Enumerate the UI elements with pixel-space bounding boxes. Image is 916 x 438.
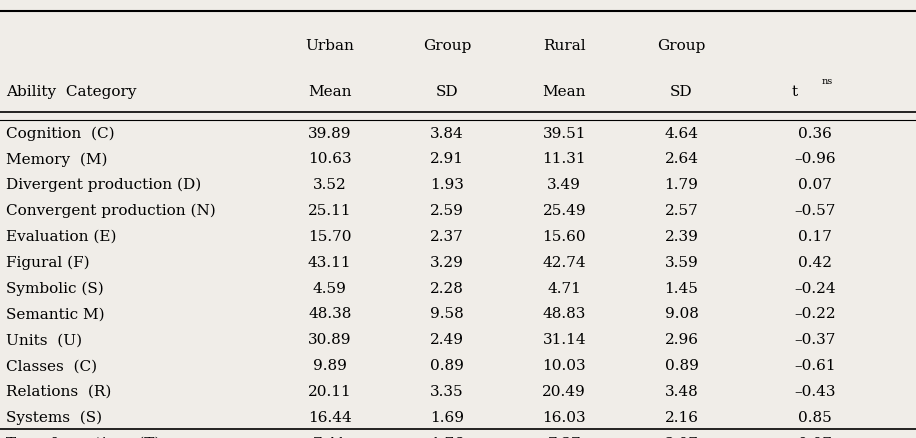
Text: 1.79: 1.79 [665,178,698,192]
Text: 3.49: 3.49 [548,178,581,192]
Text: 9.89: 9.89 [313,359,346,373]
Text: –0.96: –0.96 [794,152,836,166]
Text: Units  (U): Units (U) [6,333,82,347]
Text: Mean: Mean [542,85,586,99]
Text: 7.41: 7.41 [313,437,346,438]
Text: 3.52: 3.52 [313,178,346,192]
Text: 0.17: 0.17 [799,230,832,244]
Text: 3.84: 3.84 [431,127,463,141]
Text: –0.22: –0.22 [794,307,836,321]
Text: Transformations (T): Transformations (T) [6,437,161,438]
Text: 9.58: 9.58 [431,307,463,321]
Text: 3.59: 3.59 [665,256,698,270]
Text: 2.39: 2.39 [665,230,698,244]
Text: 11.31: 11.31 [542,152,586,166]
Text: 0.89: 0.89 [665,359,698,373]
Text: 0.07: 0.07 [799,437,832,438]
Text: 2.91: 2.91 [430,152,464,166]
Text: Memory  (M): Memory (M) [6,152,108,166]
Text: –0.37: –0.37 [794,333,836,347]
Text: 10.03: 10.03 [542,359,586,373]
Text: 48.83: 48.83 [542,307,586,321]
Text: –0.57: –0.57 [794,204,836,218]
Text: Group: Group [423,39,471,53]
Text: 2.16: 2.16 [664,411,699,425]
Text: SD: SD [671,85,692,99]
Text: 31.14: 31.14 [542,333,586,347]
Text: 39.51: 39.51 [542,127,586,141]
Text: 1.93: 1.93 [431,178,463,192]
Text: –0.43: –0.43 [794,385,836,399]
Text: 4.64: 4.64 [664,127,699,141]
Text: 9.08: 9.08 [665,307,698,321]
Text: 0.36: 0.36 [799,127,832,141]
Text: t: t [792,85,798,99]
Text: 43.11: 43.11 [308,256,352,270]
Text: 10.63: 10.63 [308,152,352,166]
Text: 3.48: 3.48 [665,385,698,399]
Text: 16.03: 16.03 [542,411,586,425]
Text: 42.74: 42.74 [542,256,586,270]
Text: 25.49: 25.49 [542,204,586,218]
Text: Rural: Rural [543,39,585,53]
Text: 2.59: 2.59 [431,204,463,218]
Text: 3.29: 3.29 [431,256,463,270]
Text: 2.57: 2.57 [665,204,698,218]
Text: 2.37: 2.37 [431,230,463,244]
Text: 7.37: 7.37 [548,437,581,438]
Text: Symbolic (S): Symbolic (S) [6,282,104,296]
Text: 20.49: 20.49 [542,385,586,399]
Text: –0.24: –0.24 [794,282,836,296]
Text: 25.11: 25.11 [308,204,352,218]
Text: 30.89: 30.89 [308,333,352,347]
Text: Classes  (C): Classes (C) [6,359,97,373]
Text: 15.70: 15.70 [308,230,352,244]
Text: 1.45: 1.45 [665,282,698,296]
Text: 39.89: 39.89 [308,127,352,141]
Text: Cognition  (C): Cognition (C) [6,127,115,141]
Text: ns: ns [822,77,833,85]
Text: 48.38: 48.38 [308,307,352,321]
Text: 0.07: 0.07 [799,178,832,192]
Text: SD: SD [436,85,458,99]
Text: 2.96: 2.96 [664,333,699,347]
Text: Systems  (S): Systems (S) [6,411,103,425]
Text: Relations  (R): Relations (R) [6,385,112,399]
Text: 0.89: 0.89 [431,359,463,373]
Text: Urban: Urban [305,39,354,53]
Text: Convergent production (N): Convergent production (N) [6,204,216,218]
Text: 2.64: 2.64 [664,152,699,166]
Text: 15.60: 15.60 [542,230,586,244]
Text: Divergent production (D): Divergent production (D) [6,178,202,192]
Text: 16.44: 16.44 [308,411,352,425]
Text: 3.35: 3.35 [431,385,463,399]
Text: 2.07: 2.07 [665,437,698,438]
Text: 1.69: 1.69 [430,411,464,425]
Text: Group: Group [658,39,705,53]
Text: Ability  Category: Ability Category [6,85,136,99]
Text: 1.76: 1.76 [431,437,463,438]
Text: –0.61: –0.61 [794,359,836,373]
Text: 2.49: 2.49 [430,333,464,347]
Text: Evaluation (E): Evaluation (E) [6,230,117,244]
Text: Figural (F): Figural (F) [6,256,90,270]
Text: Mean: Mean [308,85,352,99]
Text: 2.28: 2.28 [431,282,463,296]
Text: 4.71: 4.71 [548,282,581,296]
Text: Semantic M): Semantic M) [6,307,105,321]
Text: 20.11: 20.11 [308,385,352,399]
Text: 0.85: 0.85 [799,411,832,425]
Text: 4.59: 4.59 [313,282,346,296]
Text: 0.42: 0.42 [798,256,833,270]
